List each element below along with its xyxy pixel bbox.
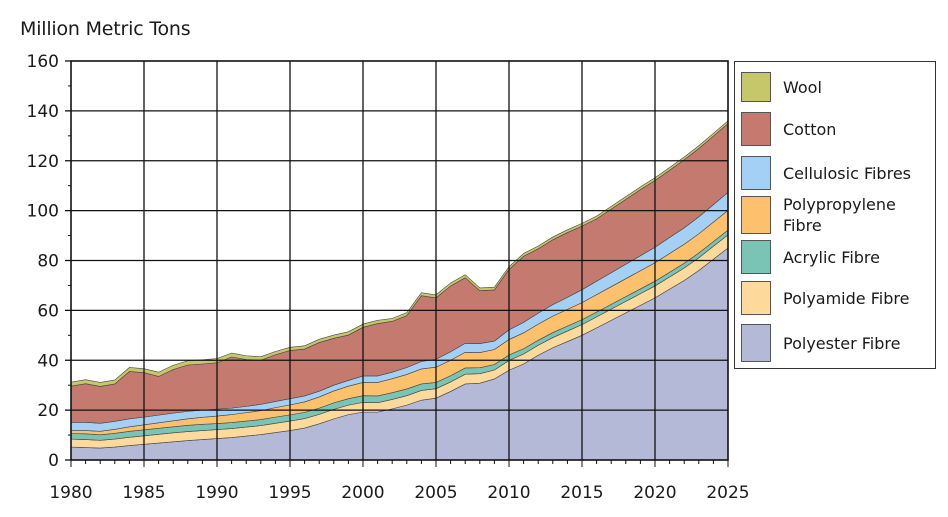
legend-swatch-cotton: [741, 112, 771, 146]
legend-item-cellulosic: Cellulosic Fibres: [741, 156, 933, 190]
x-tick-label-2015: 2015: [560, 483, 603, 503]
legend-label-acrylic: Acrylic Fibre: [783, 247, 880, 267]
y-tick-label-140: 140: [27, 102, 59, 122]
y-tick-label-20: 20: [37, 401, 59, 421]
x-tick-label-1980: 1980: [49, 483, 92, 503]
legend-item-acrylic: Acrylic Fibre: [741, 240, 933, 274]
legend-item-wool: Wool: [741, 72, 933, 102]
y-tick-label-40: 40: [37, 351, 59, 371]
x-tick-label-2025: 2025: [706, 483, 749, 503]
y-tick-label-120: 120: [27, 152, 59, 172]
legend-label-cotton: Cotton: [783, 119, 837, 139]
legend-swatch-cellulosic: [741, 156, 771, 190]
x-tick-label-1985: 1985: [122, 483, 165, 503]
legend-label-polyester: Polyester Fibre: [783, 333, 901, 353]
legend-item-polyester: Polyester Fibre: [741, 324, 933, 362]
x-tick-label-1990: 1990: [195, 483, 238, 503]
legend-swatch-wool: [741, 72, 771, 102]
y-tick-label-0: 0: [48, 451, 59, 471]
legend-item-polyamide: Polyamide Fibre: [741, 281, 933, 315]
legend: Wool Cotton Cellulosic Fibres Polypropyl…: [734, 61, 936, 369]
legend-label-polyamide: Polyamide Fibre: [783, 288, 910, 308]
legend-label-polypropylene: Polypropylene Fibre: [783, 195, 896, 235]
legend-label-cellulosic: Cellulosic Fibres: [783, 163, 911, 183]
x-tick-label-1995: 1995: [268, 483, 311, 503]
legend-swatch-polyester: [741, 324, 771, 362]
y-tick-label-100: 100: [27, 202, 59, 222]
y-tick-label-80: 80: [37, 252, 59, 272]
y-axis-title: Million Metric Tons: [20, 18, 191, 40]
legend-swatch-polyamide: [741, 281, 771, 315]
y-tick-label-160: 160: [27, 52, 59, 72]
x-tick-label-2005: 2005: [414, 483, 457, 503]
legend-item-cotton: Cotton: [741, 112, 933, 146]
x-tick-label-2010: 2010: [487, 483, 530, 503]
y-tick-label-60: 60: [37, 301, 59, 321]
legend-swatch-acrylic: [741, 240, 771, 274]
legend-label-wool: Wool: [783, 77, 822, 97]
legend-item-polypropylene: Polypropylene Fibre: [741, 194, 933, 236]
x-tick-label-2020: 2020: [633, 483, 676, 503]
x-tick-label-2000: 2000: [341, 483, 384, 503]
legend-swatch-polypropylene: [741, 196, 771, 234]
